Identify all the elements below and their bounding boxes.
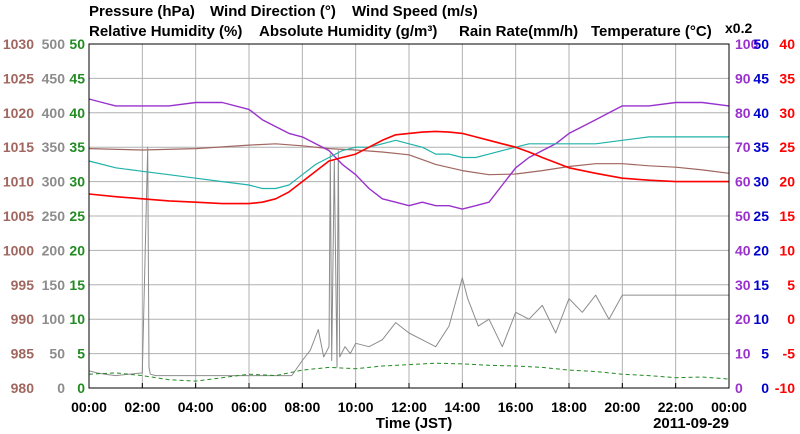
x-tick-label: 22:00 xyxy=(658,399,694,415)
absolute-humidity-factor-label: x0.2 xyxy=(725,20,752,36)
y-tick-label-rain-rate: 15 xyxy=(753,277,769,293)
y-tick-label-relative-humidity: 70 xyxy=(735,139,751,155)
y-tick-label-wind-speed: 35 xyxy=(69,139,85,155)
x-tick-label: 04:00 xyxy=(178,399,214,415)
y-tick-label-relative-humidity: 30 xyxy=(735,277,751,293)
y-tick-label-pressure: 985 xyxy=(11,346,35,362)
y-tick-label-rain-rate: 25 xyxy=(753,208,769,224)
y-tick-label-pressure: 980 xyxy=(11,380,35,396)
y-tick-label-relative-humidity: 20 xyxy=(735,311,751,327)
y-tick-label-temperature: 25 xyxy=(779,139,795,155)
y-tick-label-wind-direction: 100 xyxy=(42,311,66,327)
y-tick-label-rain-rate: 5 xyxy=(761,346,769,362)
y-tick-label-wind-speed: 20 xyxy=(69,242,85,258)
y-tick-label-wind-direction: 150 xyxy=(42,277,66,293)
y-tick-label-temperature: 10 xyxy=(779,242,795,258)
y-tick-label-pressure: 990 xyxy=(11,311,35,327)
y-tick-label-pressure: 1020 xyxy=(3,105,34,121)
series-pressure xyxy=(88,143,730,176)
y-tick-label-wind-direction: 0 xyxy=(57,380,65,396)
x-tick-label: 16:00 xyxy=(498,399,534,415)
y-tick-label-wind-speed: 45 xyxy=(69,70,85,86)
x-axis-label: Time (JST) xyxy=(376,415,452,432)
y-tick-label-relative-humidity: 100 xyxy=(735,36,759,52)
x-tick-label: 10:00 xyxy=(338,399,374,415)
series-wind-direction xyxy=(88,146,729,377)
series-temperature xyxy=(88,130,729,205)
y-tick-label-rain-rate: 30 xyxy=(753,174,769,190)
y-tick-label-pressure: 1015 xyxy=(3,139,34,155)
y-tick-label-wind-speed: 40 xyxy=(69,105,85,121)
y-tick-label-rain-rate: 50 xyxy=(753,36,769,52)
y-tick-label-temperature: 30 xyxy=(779,105,795,121)
title-relative-humidity: Relative Humidity (%) xyxy=(89,23,242,40)
y-tick-label-wind-speed: 0 xyxy=(77,380,85,396)
y-tick-label-temperature: 15 xyxy=(779,208,795,224)
x-tick-label: 14:00 xyxy=(444,399,480,415)
y-tick-label-wind-speed: 50 xyxy=(69,36,85,52)
y-tick-label-wind-speed: 30 xyxy=(69,174,85,190)
y-tick-label-relative-humidity: 0 xyxy=(735,380,743,396)
y-tick-label-wind-speed: 25 xyxy=(69,208,85,224)
x-tick-label: 20:00 xyxy=(604,399,640,415)
series-absolute-humidity xyxy=(88,136,729,190)
title-wind-speed: Wind Speed (m/s) xyxy=(352,3,478,20)
y-tick-label-rain-rate: 45 xyxy=(753,70,769,86)
y-tick-label-relative-humidity: 80 xyxy=(735,105,751,121)
series-wind-speed xyxy=(88,362,730,382)
y-tick-label-pressure: 1030 xyxy=(3,36,34,52)
y-tick-label-wind-direction: 300 xyxy=(42,174,66,190)
y-tick-label-pressure: 1000 xyxy=(3,242,34,258)
y-tick-label-temperature: 5 xyxy=(787,277,795,293)
y-tick-label-wind-speed: 5 xyxy=(77,346,85,362)
y-tick-label-relative-humidity: 60 xyxy=(735,174,751,190)
y-tick-label-temperature: -10 xyxy=(775,380,795,396)
y-tick-label-pressure: 995 xyxy=(11,277,35,293)
title-pressure: Pressure (hPa) xyxy=(89,3,195,20)
y-tick-label-wind-speed: 10 xyxy=(69,311,85,327)
y-tick-label-temperature: 0 xyxy=(787,311,795,327)
y-tick-label-wind-direction: 400 xyxy=(42,105,66,121)
y-tick-label-wind-direction: 200 xyxy=(42,242,66,258)
x-tick-label: 00:00 xyxy=(711,399,747,415)
y-tick-label-pressure: 1005 xyxy=(3,208,34,224)
y-tick-label-wind-direction: 500 xyxy=(42,36,66,52)
x-tick-label: 00:00 xyxy=(71,399,107,415)
y-tick-label-relative-humidity: 10 xyxy=(735,346,751,362)
x-tick-label: 12:00 xyxy=(391,399,427,415)
y-tick-label-relative-humidity: 50 xyxy=(735,208,751,224)
y-tick-label-relative-humidity: 90 xyxy=(735,70,751,86)
series-relative-humidity xyxy=(88,98,730,210)
title-temperature: Temperature (°C) xyxy=(591,23,712,40)
y-tick-label-rain-rate: 40 xyxy=(753,105,769,121)
y-tick-label-temperature: 20 xyxy=(779,174,795,190)
y-tick-label-wind-direction: 350 xyxy=(42,139,66,155)
y-tick-label-rain-rate: 10 xyxy=(753,311,769,327)
title-rain-rate: Rain Rate(mm/h) xyxy=(459,23,578,40)
date-label: 2011-09-29 xyxy=(653,415,729,432)
axes: 00:00 02:00 04:00 06:00 08:00 10:00 12:00 14:00… xyxy=(3,36,795,415)
y-tick-label-temperature: 35 xyxy=(779,70,795,86)
y-tick-label-wind-direction: 50 xyxy=(49,346,65,362)
y-tick-label-relative-humidity: 40 xyxy=(735,242,751,258)
y-tick-label-pressure: 1010 xyxy=(3,174,34,190)
y-tick-label-pressure: 1025 xyxy=(3,70,34,86)
y-tick-label-rain-rate: 0 xyxy=(761,380,769,396)
grid xyxy=(89,44,729,388)
x-tick-label: 18:00 xyxy=(551,399,587,415)
y-tick-label-wind-direction: 450 xyxy=(42,70,66,86)
title-absolute-humidity: Absolute Humidity (g/m³) xyxy=(259,23,437,40)
y-tick-label-rain-rate: 35 xyxy=(753,139,769,155)
y-tick-label-temperature: -5 xyxy=(783,346,796,362)
x-tick-label: 02:00 xyxy=(124,399,160,415)
x-tick-label: 08:00 xyxy=(284,399,320,415)
y-tick-label-wind-direction: 250 xyxy=(42,208,66,224)
y-tick-label-rain-rate: 20 xyxy=(753,242,769,258)
x-tick-label: 06:00 xyxy=(231,399,267,415)
y-tick-label-temperature: 40 xyxy=(779,36,795,52)
title-wind-direction: Wind Direction (°) xyxy=(210,3,336,20)
y-tick-label-wind-speed: 15 xyxy=(69,277,85,293)
